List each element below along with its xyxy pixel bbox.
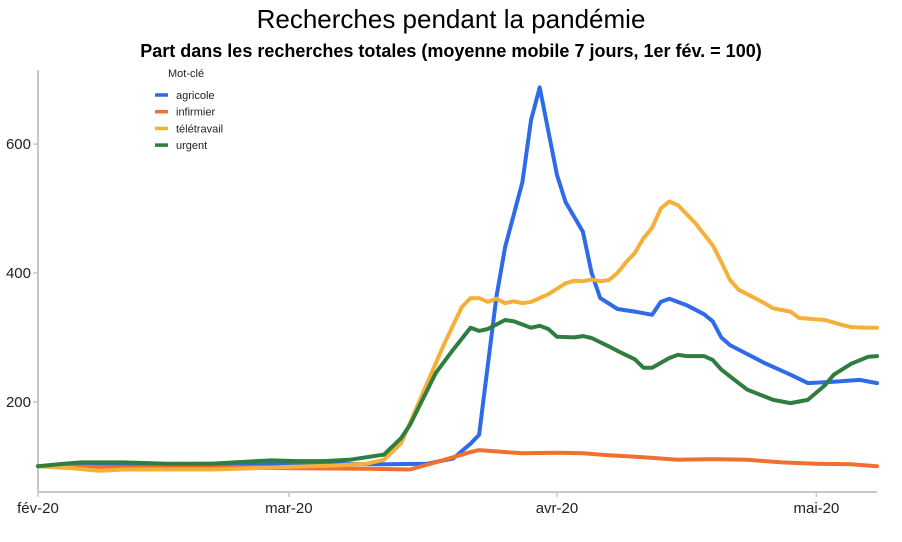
x-tick-label: mar-20 xyxy=(265,500,313,517)
legend-label-urgent: urgent xyxy=(176,140,207,152)
chart-title: Recherches pendant la pandémie xyxy=(256,4,646,34)
y-tick-label: 600 xyxy=(6,136,31,153)
x-tick-label: mai-20 xyxy=(794,500,840,517)
legend-label-agricole: agricole xyxy=(176,90,215,102)
legend-label-infirmier: infirmier xyxy=(176,107,215,119)
y-tick-label: 400 xyxy=(6,265,31,282)
y-tick-label: 200 xyxy=(6,394,31,411)
x-tick-label: fév-20 xyxy=(17,500,59,517)
x-tick-label: avr-20 xyxy=(536,500,579,517)
legend: Mot-clé agricole infirmier télétravail urge… xyxy=(155,68,223,152)
series-line-télétravail xyxy=(36,199,879,473)
legend-label-télétravail: télétravail xyxy=(176,123,223,135)
series-line-urgent xyxy=(36,318,879,469)
legend-title: Mot-clé xyxy=(168,68,204,80)
chart-subtitle: Part dans les recherches totales (moyenn… xyxy=(140,41,762,61)
